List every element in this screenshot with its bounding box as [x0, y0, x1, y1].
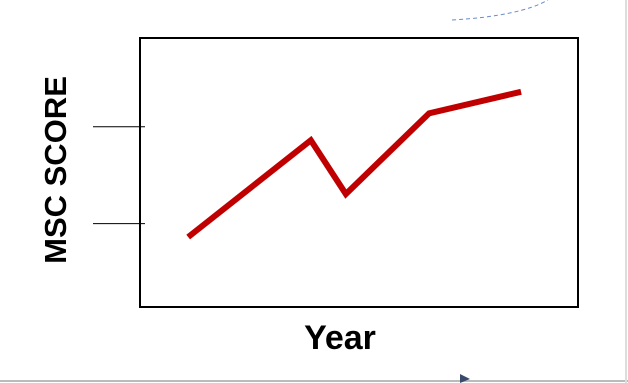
plot-frame — [139, 37, 579, 308]
x-axis-label: Year — [304, 319, 376, 357]
decoration-curve — [451, 0, 549, 21]
decoration-arrow — [460, 374, 470, 383]
y-axis-label: MSC SCORE — [38, 76, 73, 264]
line-series — [186, 88, 522, 240]
